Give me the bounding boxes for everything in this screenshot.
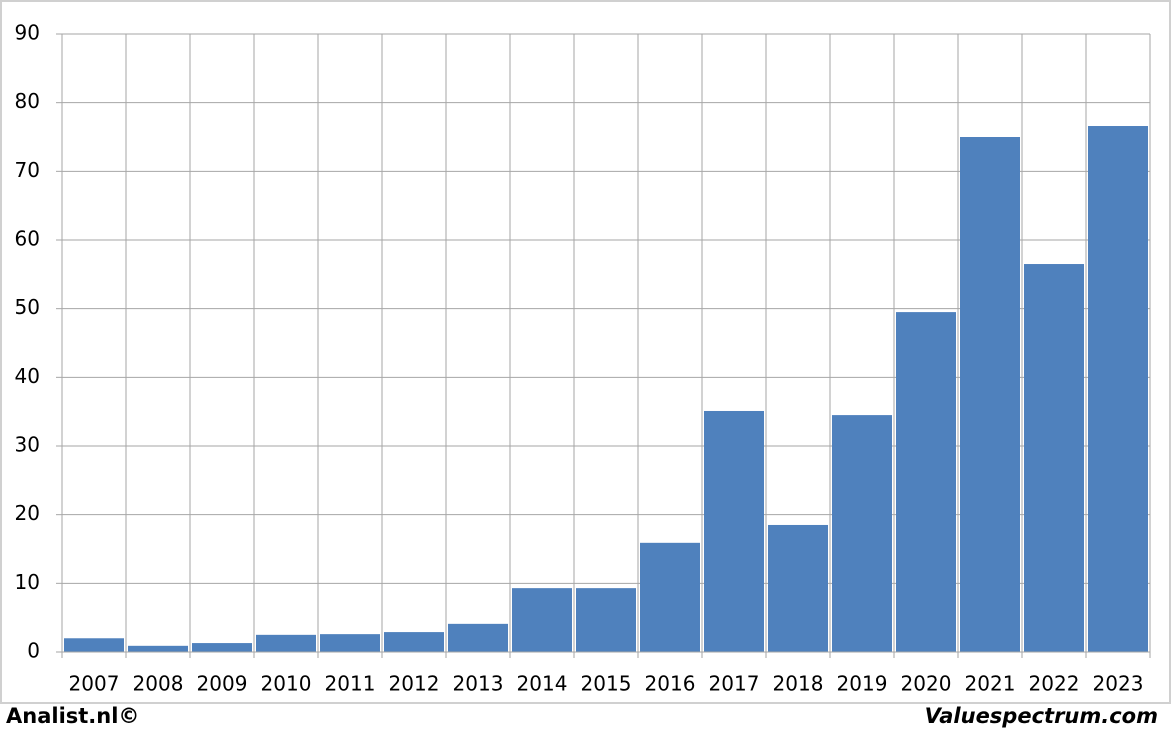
y-tick-label: 10 bbox=[15, 570, 40, 594]
bar bbox=[1088, 126, 1148, 653]
x-tick-label: 2015 bbox=[581, 672, 632, 696]
bar bbox=[320, 634, 380, 652]
x-tick-label: 2016 bbox=[645, 672, 696, 696]
bar bbox=[896, 312, 956, 652]
bar bbox=[448, 623, 508, 652]
footer-right: Valuespectrum.com bbox=[925, 704, 1158, 728]
bar bbox=[128, 645, 188, 652]
x-tick-label: 2007 bbox=[69, 672, 120, 696]
x-tick-label: 2022 bbox=[1029, 672, 1080, 696]
bar bbox=[256, 634, 316, 652]
x-tick-label: 2014 bbox=[517, 672, 568, 696]
x-tick-label: 2020 bbox=[901, 672, 952, 696]
y-tick-label: 90 bbox=[15, 21, 40, 45]
x-tick-label: 2012 bbox=[389, 672, 440, 696]
x-tick-label: 2008 bbox=[133, 672, 184, 696]
x-tick-label: 2017 bbox=[709, 672, 760, 696]
bar bbox=[64, 638, 124, 652]
bar bbox=[832, 415, 892, 652]
y-tick-label: 40 bbox=[15, 364, 40, 388]
bar bbox=[640, 542, 700, 652]
bar bbox=[576, 588, 636, 652]
x-tick-label: 2018 bbox=[773, 672, 824, 696]
bar bbox=[704, 410, 764, 652]
x-tick-label: 2009 bbox=[197, 672, 248, 696]
y-tick-label: 50 bbox=[15, 295, 40, 319]
footer-left: Analist.nl© bbox=[6, 704, 139, 728]
x-tick-label: 2023 bbox=[1093, 672, 1144, 696]
y-tick-label: 70 bbox=[15, 158, 40, 182]
x-tick-label: 2010 bbox=[261, 672, 312, 696]
bar bbox=[1024, 264, 1084, 652]
x-tick-label: 2021 bbox=[965, 672, 1016, 696]
bar bbox=[960, 137, 1020, 652]
y-tick-label: 80 bbox=[15, 89, 40, 113]
bar bbox=[384, 632, 444, 652]
y-tick-label: 60 bbox=[15, 227, 40, 251]
x-tick-label: 2013 bbox=[453, 672, 504, 696]
x-tick-label: 2019 bbox=[837, 672, 888, 696]
y-tick-label: 20 bbox=[15, 501, 40, 525]
bar bbox=[768, 524, 828, 652]
y-tick-label: 30 bbox=[15, 433, 40, 457]
bar bbox=[192, 643, 252, 652]
bar bbox=[512, 588, 572, 652]
y-tick-label: 0 bbox=[27, 639, 40, 663]
x-tick-label: 2011 bbox=[325, 672, 376, 696]
